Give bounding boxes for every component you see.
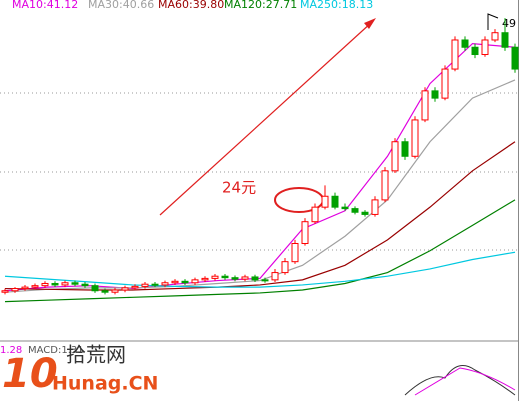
candle-body [451,39,459,70]
candle-body [301,221,309,245]
candle-body [271,272,279,281]
watermark-number: 10 [2,351,58,397]
high-flag [487,13,499,30]
candle-body [1,290,9,293]
candle-body [381,170,389,201]
candle-body [461,39,469,48]
candle-body [141,283,149,287]
candle-body [511,46,519,70]
candle-body [361,211,369,215]
candle-body [181,280,189,284]
candle-body [261,279,269,282]
candle-body [221,275,229,279]
ma-line [4,251,516,288]
annotation: 24元 [222,179,256,197]
watermark-domain: Hunag.CN [52,373,158,395]
candle-body [201,277,209,281]
arrow-head [364,18,376,29]
candle-body [441,68,449,99]
ma-line [4,199,516,303]
candle-body [51,282,59,286]
ma-line [4,79,516,293]
candle-body [401,141,409,157]
ma-line [4,42,516,292]
candle-body [471,46,479,56]
candle-body [391,141,399,172]
candle-body [241,276,249,280]
candle-body [151,283,159,286]
candle-body [71,282,79,285]
high-label: 49 [502,17,516,30]
legend-entry: MA250:18.13 [300,0,373,11]
candle-body [501,32,509,48]
candle-body [281,261,289,274]
candle-body [101,290,109,293]
candle-body [291,243,299,263]
candle-body [61,282,69,286]
macd-label: MACD:1.31 [28,345,84,356]
candle-body [411,119,419,157]
legend-entry: MA10:41.12 [12,0,78,11]
ma-line [4,141,516,291]
candle-body [91,285,99,292]
candle-body [11,288,19,292]
candle-body [251,276,259,281]
candle-body [351,208,359,213]
candle-body [421,90,429,121]
candle-body [491,32,499,41]
candle-body [481,39,489,56]
candle-body [191,279,199,284]
trend-arrow [159,21,373,216]
candle-body [321,195,329,208]
macd-curve [414,367,516,396]
candle-body [41,282,49,287]
candle-body [131,285,139,289]
candle-body [341,206,349,210]
candle-body [111,289,119,293]
candle-body [121,287,129,291]
candle-body [371,199,379,215]
legend-entry: MA60:39.80 [158,0,224,11]
macd-curve [404,365,516,396]
candle-body [431,90,439,99]
candle-body [311,206,319,223]
candle-body [331,195,339,208]
candle-body [161,282,169,286]
candle-body [211,275,219,279]
legend-entry: MA30:40.66 [88,0,154,11]
candle-body [231,277,239,280]
watermark-site: 拾荒网 [66,343,126,367]
candle-body [31,285,39,288]
candle-body [81,283,89,287]
candle-body [171,280,179,284]
legend-entry: MA120:27.71 [224,0,297,11]
macd-value: 1.28 [0,345,22,356]
candle-body [21,286,29,290]
